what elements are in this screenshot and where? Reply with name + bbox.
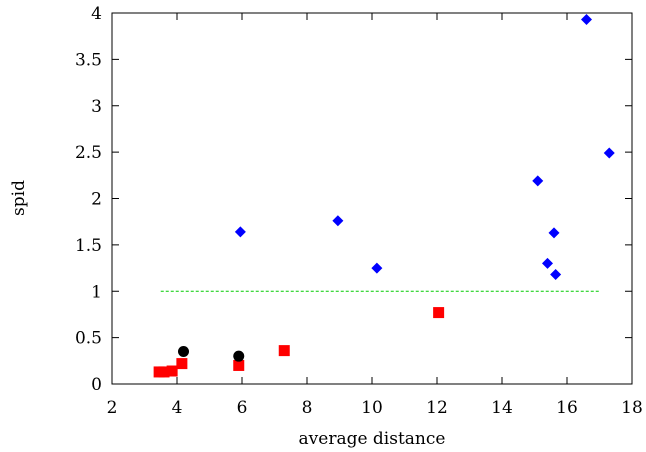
diamond-point xyxy=(550,269,562,281)
y-axis-label: spid xyxy=(9,180,29,216)
y-tick-label: 3.5 xyxy=(75,50,102,70)
data-points xyxy=(153,13,615,378)
diamond-point xyxy=(548,227,560,239)
x-tick-label: 8 xyxy=(302,398,313,418)
diamond-point xyxy=(371,262,383,274)
x-tick-label: 2 xyxy=(107,398,118,418)
square-point xyxy=(176,358,188,370)
y-tick-label: 4 xyxy=(91,4,102,24)
x-tick-label: 14 xyxy=(491,398,513,418)
axis-tick-labels: 2 4 6 8 10 12 14 16 18 0 0.5 1 1.5 2 2.5 3 3.5 4 xyxy=(75,4,643,418)
diamond-point xyxy=(332,215,344,227)
square-point xyxy=(233,359,245,371)
square-point xyxy=(278,345,290,357)
x-tick-label: 6 xyxy=(237,398,248,418)
diamond-point xyxy=(603,147,615,159)
diamond-point xyxy=(581,13,592,25)
diamond-point xyxy=(532,175,544,187)
x-axis-label: average distance xyxy=(299,429,446,449)
y-tick-label: 2 xyxy=(91,190,102,210)
y-tick-label: 1 xyxy=(91,282,102,302)
x-tick-label: 10 xyxy=(361,398,383,418)
circle-point xyxy=(233,350,245,362)
square-point xyxy=(433,307,445,319)
y-tick-label: 0.5 xyxy=(75,329,102,349)
square-point xyxy=(158,366,170,378)
x-tick-label: 12 xyxy=(426,398,448,418)
axis-ticks xyxy=(111,12,633,385)
y-tick-label: 1.5 xyxy=(75,236,102,256)
y-tick-label: 0 xyxy=(91,375,102,395)
circle-point xyxy=(178,346,189,358)
x-tick-label: 4 xyxy=(172,398,183,418)
diamond-point xyxy=(542,257,553,269)
plot-frame xyxy=(111,12,633,385)
square-point xyxy=(166,365,178,377)
diamond-point xyxy=(234,226,246,238)
x-tick-label: 18 xyxy=(621,398,643,418)
y-tick-label: 3 xyxy=(91,97,102,117)
y-tick-label: 2.5 xyxy=(75,143,102,163)
x-tick-label: 16 xyxy=(556,398,578,418)
